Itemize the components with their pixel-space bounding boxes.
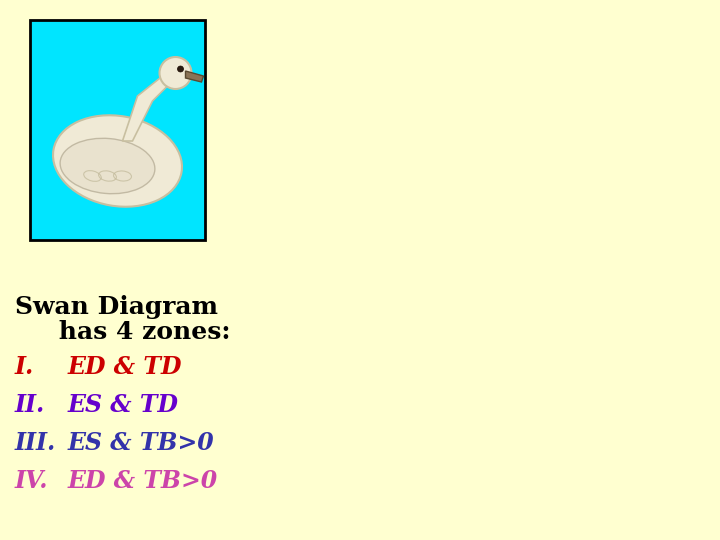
Text: II.: II.	[15, 393, 45, 417]
Ellipse shape	[53, 115, 182, 207]
Circle shape	[178, 66, 184, 72]
Ellipse shape	[60, 138, 155, 194]
Bar	[30, 20, 205, 240]
Polygon shape	[122, 76, 173, 141]
Text: IV.: IV.	[15, 469, 48, 493]
Text: III.: III.	[15, 431, 56, 455]
Text: I.: I.	[15, 355, 35, 379]
Circle shape	[160, 57, 192, 89]
Text: ED & TD: ED & TD	[68, 355, 182, 379]
Text: ES & TD: ES & TD	[68, 393, 179, 417]
Text: ES & TB>0: ES & TB>0	[68, 431, 215, 455]
Polygon shape	[186, 71, 204, 82]
Text: Swan Diagram: Swan Diagram	[15, 295, 218, 319]
Text: ED & TB>0: ED & TB>0	[68, 469, 218, 493]
Text: has 4 zones:: has 4 zones:	[15, 320, 230, 344]
